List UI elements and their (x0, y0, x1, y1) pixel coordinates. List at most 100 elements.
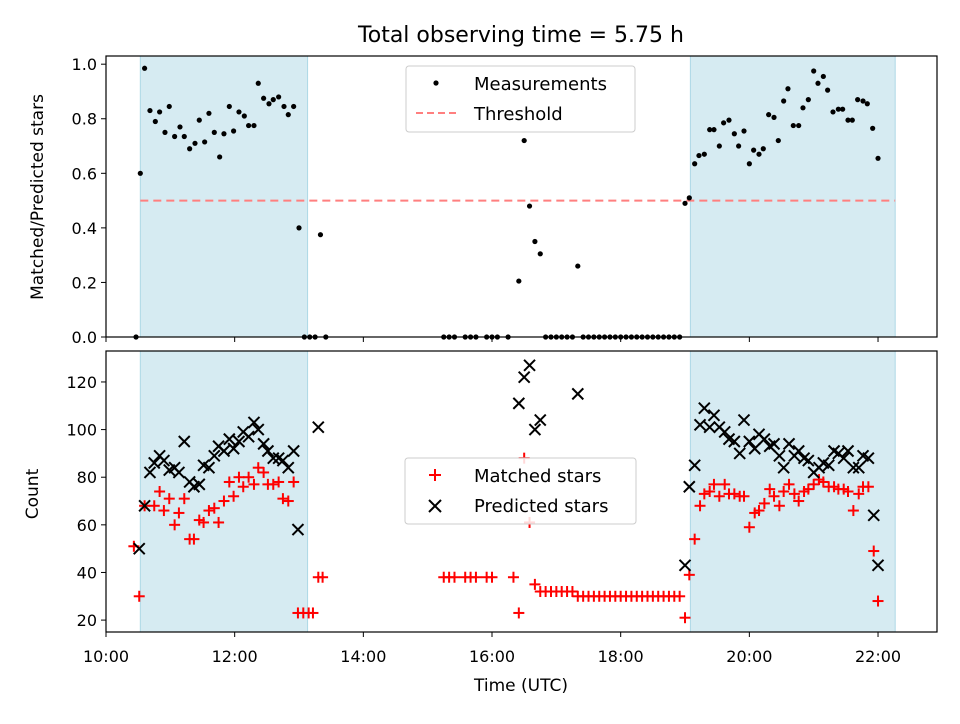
predicted-star-point (847, 461, 860, 474)
matched-star-point (778, 486, 790, 497)
matched-star-point (218, 495, 230, 507)
matched-star-point (694, 500, 706, 512)
predicted-star-point (261, 444, 275, 458)
matched-star-point (486, 571, 498, 583)
measurement-point (192, 140, 198, 146)
measurement-point (870, 125, 876, 131)
x-stroke-2 (528, 423, 542, 436)
x-stroke-2 (773, 449, 786, 462)
predicted-star-point (227, 442, 240, 455)
predicted-star-point (773, 449, 786, 462)
bottom-x-tick-label: 22:00 (855, 647, 901, 666)
matched-star-point (277, 493, 289, 505)
x-stroke-2 (852, 461, 865, 474)
x-stroke-2 (202, 461, 216, 474)
matched-star-point (689, 533, 701, 545)
x-stroke-2 (693, 418, 707, 432)
matched-star-point (133, 590, 145, 602)
x-stroke-2 (822, 459, 835, 472)
x-stroke-2 (287, 444, 300, 458)
matched-star-point (317, 571, 329, 583)
bottom-y-tick-label: 20 (77, 611, 97, 630)
predicted-star-point (276, 454, 290, 467)
x-stroke-2 (817, 456, 830, 470)
measurement-point (537, 251, 543, 257)
x-stroke-2 (837, 451, 850, 465)
matched-star-point (868, 545, 880, 557)
predicted-star-point (217, 444, 231, 458)
predicted-star-point (143, 466, 157, 479)
measurement-point (177, 124, 183, 130)
measurement-point (142, 65, 148, 71)
top-measurement-points (133, 65, 881, 340)
predicted-star-point (178, 435, 191, 448)
matched-star-point (163, 493, 175, 505)
matched-star-point (233, 471, 245, 483)
predicted-stars-points (133, 359, 885, 572)
measurement-point (815, 80, 821, 86)
bottom-x-tick-label: 10:00 (83, 647, 129, 666)
measurement-point (202, 139, 208, 145)
top-plot-frame (105, 55, 938, 338)
matched-star-point (228, 490, 240, 502)
bottom-y-tick-label: 100 (66, 421, 97, 440)
measurement-point (217, 154, 223, 160)
matched-star-point (507, 571, 519, 583)
predicted-star-point (767, 437, 781, 451)
x-stroke-2 (862, 451, 875, 465)
measurement-point (686, 195, 692, 201)
x-stroke-2 (252, 423, 265, 436)
measurement-point (707, 127, 713, 133)
matched-star-point (178, 493, 190, 505)
shaded-span (689, 55, 896, 338)
measurement-point (845, 117, 851, 123)
top-legend-box (405, 65, 636, 133)
x-stroke-2 (282, 461, 295, 474)
x-stroke-2 (223, 432, 236, 446)
x-stroke-2 (523, 359, 536, 372)
matched-star-point (208, 502, 220, 514)
x-stroke-2 (534, 413, 547, 427)
matched-star-point (704, 486, 716, 497)
predicted-star-point (257, 437, 270, 451)
x-stroke-2 (777, 461, 790, 474)
bottom-legend-box (404, 457, 637, 525)
x-stroke-2 (871, 559, 885, 572)
measurement-point (270, 97, 276, 103)
predicted-star-point (223, 432, 236, 446)
predicted-star-point (782, 437, 796, 451)
measurement-point (805, 97, 811, 103)
matched-star-point (713, 490, 725, 502)
measurement-point (266, 101, 272, 107)
predicted-star-point (242, 430, 255, 443)
x-stroke-2 (571, 387, 585, 401)
matched-star-point (674, 590, 686, 602)
matched-star-point (802, 483, 814, 495)
measurement-point (516, 278, 522, 284)
predicted-star-point (792, 444, 805, 458)
predicted-star-point (193, 478, 206, 491)
measurement-point (731, 131, 737, 137)
bottom-y-tick-label: 40 (77, 563, 97, 582)
matched-star-point (213, 516, 225, 528)
x-stroke-2 (683, 480, 696, 493)
top-y-tick-label: 0.6 (72, 164, 97, 183)
measurement-point (196, 117, 202, 123)
matched-star-point (148, 500, 160, 512)
x-stroke-2 (856, 449, 870, 462)
x-stroke-2 (782, 437, 796, 451)
x-stroke-2 (227, 442, 240, 455)
measurement-point (756, 151, 762, 157)
x-stroke-2 (138, 499, 151, 512)
x-stroke-2 (242, 430, 255, 443)
x-stroke-2 (847, 461, 860, 474)
matched-star-point (169, 519, 181, 531)
x-stroke-2 (197, 459, 210, 472)
bottom-x-tick-label: 14:00 (340, 647, 386, 666)
legend-measurements-label: Measurements (474, 74, 607, 95)
bottom-shaded-spans (139, 350, 896, 633)
measurement-point (291, 103, 297, 110)
predicted-star-point (571, 387, 585, 401)
x-stroke-2 (707, 409, 721, 422)
